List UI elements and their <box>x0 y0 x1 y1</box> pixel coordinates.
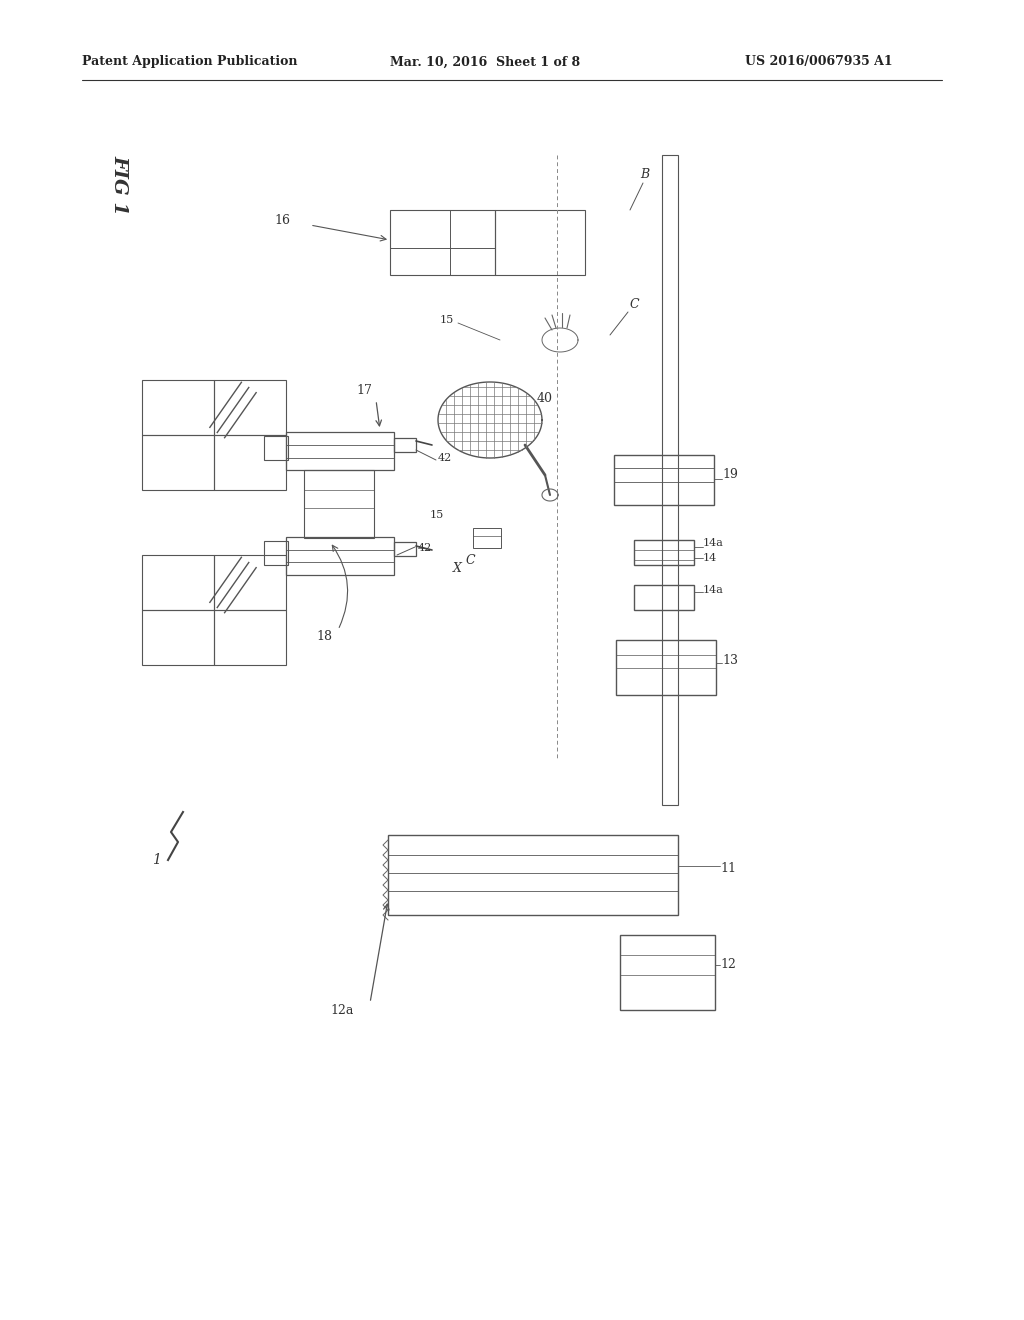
Bar <box>264 436 288 459</box>
Text: 11: 11 <box>720 862 736 874</box>
Bar <box>616 640 716 696</box>
Bar <box>394 438 416 451</box>
Text: 42: 42 <box>418 543 432 553</box>
Bar <box>214 554 286 610</box>
Text: FIG 1: FIG 1 <box>110 154 128 215</box>
Text: 42: 42 <box>438 453 453 463</box>
Bar <box>388 836 678 915</box>
Bar <box>473 528 501 548</box>
Bar <box>214 380 286 436</box>
Text: C: C <box>466 553 475 566</box>
Bar <box>662 154 678 805</box>
Text: 14a: 14a <box>703 585 724 595</box>
Text: C: C <box>630 298 640 312</box>
Text: 12a: 12a <box>330 1003 353 1016</box>
Text: 15: 15 <box>430 510 444 520</box>
Text: 13: 13 <box>722 653 738 667</box>
Text: 17: 17 <box>356 384 372 396</box>
Text: Mar. 10, 2016  Sheet 1 of 8: Mar. 10, 2016 Sheet 1 of 8 <box>390 55 581 69</box>
Bar <box>142 436 214 490</box>
Bar <box>142 380 214 436</box>
Text: 15: 15 <box>440 315 455 325</box>
Text: 40: 40 <box>537 392 553 404</box>
Text: 19: 19 <box>722 469 738 482</box>
Text: 14a: 14a <box>703 539 724 548</box>
Bar <box>286 537 394 576</box>
Bar <box>634 540 694 565</box>
Bar <box>390 210 495 275</box>
Text: 18: 18 <box>316 630 332 643</box>
Bar <box>614 455 714 506</box>
Bar <box>142 554 214 610</box>
Bar <box>214 436 286 490</box>
Text: 16: 16 <box>274 214 290 227</box>
FancyArrowPatch shape <box>333 545 347 627</box>
Bar <box>142 610 214 665</box>
Bar <box>620 935 715 1010</box>
Bar <box>634 585 694 610</box>
Text: 14: 14 <box>703 553 717 564</box>
Text: X: X <box>453 561 462 574</box>
Bar <box>286 432 394 470</box>
Bar <box>495 210 585 275</box>
Bar <box>394 543 416 556</box>
Text: 1: 1 <box>152 853 161 867</box>
Bar <box>304 470 374 539</box>
Text: 12: 12 <box>720 958 736 972</box>
Text: Patent Application Publication: Patent Application Publication <box>82 55 298 69</box>
Text: US 2016/0067935 A1: US 2016/0067935 A1 <box>745 55 893 69</box>
Bar <box>264 541 288 565</box>
Bar <box>214 610 286 665</box>
Text: B: B <box>640 169 649 181</box>
